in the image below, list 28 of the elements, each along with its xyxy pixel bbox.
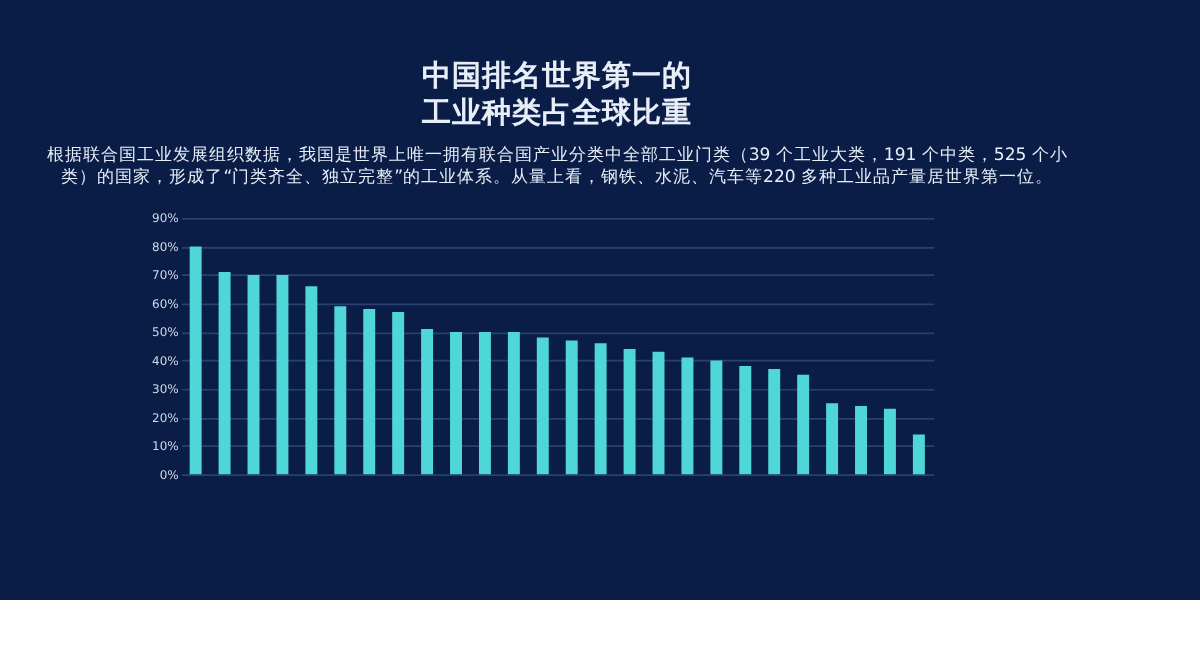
bar bbox=[565, 340, 578, 475]
bar bbox=[507, 331, 520, 475]
bar bbox=[392, 311, 405, 475]
bar bbox=[826, 403, 839, 475]
bar bbox=[305, 286, 318, 475]
bar bbox=[276, 274, 289, 475]
bar bbox=[450, 331, 462, 475]
bar bbox=[768, 368, 781, 475]
bar bbox=[189, 246, 202, 475]
bar bbox=[536, 337, 549, 475]
bar bbox=[218, 272, 231, 475]
bar bbox=[912, 434, 925, 475]
bar bbox=[594, 343, 607, 475]
bar bbox=[478, 331, 491, 475]
bar bbox=[363, 309, 376, 475]
bar bbox=[652, 351, 665, 475]
bar bbox=[623, 349, 636, 475]
chart-subtitle: 根据联合国工业发展组织数据，我国是世界上唯一拥有联合国产业分类中全部工业门类（39 个工业大类，191 个中类，525 个小类）的国家，形成了“门类齐全、独立完整”的工业体系。从量上看，钢铁、水泥、汽车等220 多种工业品产量居世界第一位。 bbox=[46, 143, 1068, 189]
bar bbox=[883, 408, 896, 475]
chart-title: 中国排名世界第一的工业种类占全球比重 bbox=[420, 58, 693, 131]
bar bbox=[681, 357, 694, 475]
bar bbox=[739, 366, 752, 475]
bar bbox=[247, 274, 260, 475]
bar bbox=[710, 360, 723, 475]
bar bbox=[421, 329, 434, 475]
bar bbox=[797, 374, 810, 475]
bar bbox=[334, 306, 347, 475]
bar bbox=[855, 405, 867, 475]
